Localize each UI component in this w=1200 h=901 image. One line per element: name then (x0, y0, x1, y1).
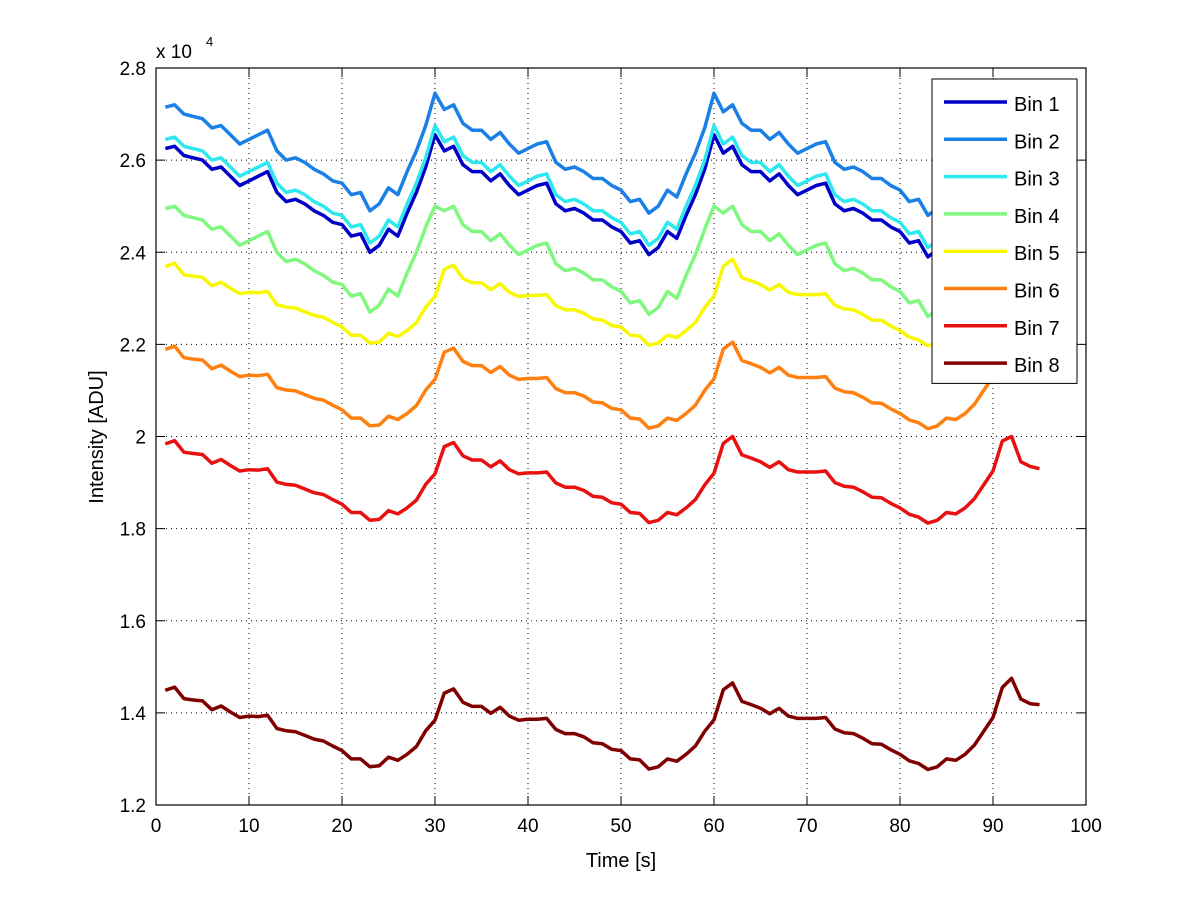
x-tick-label: 10 (238, 816, 259, 837)
y-multiplier-exponent: 4 (206, 34, 213, 49)
series-line-bin-8 (164, 676, 1040, 772)
legend-item: Bin 4 (944, 206, 1060, 228)
series-line-bin-5 (164, 252, 1040, 348)
legend-item: Bin 6 (944, 281, 1060, 303)
y-tick-label: 2.6 (120, 151, 146, 172)
legend-item: Bin 7 (944, 318, 1060, 340)
x-tick-label: 60 (703, 816, 724, 837)
y-tick-label: 1.4 (120, 704, 147, 725)
y-multiplier: x 10 (156, 42, 192, 63)
legend-label: Bin 8 (1014, 355, 1060, 377)
x-tick-label: 20 (331, 816, 352, 837)
legend-item: Bin 1 (944, 94, 1060, 116)
legend-label: Bin 7 (1014, 318, 1060, 340)
y-tick-label: 2.8 (120, 59, 146, 80)
legend-label: Bin 6 (1014, 281, 1060, 303)
y-tick-label: 2.4 (120, 243, 147, 264)
legend-item: Bin 2 (944, 131, 1060, 153)
legend-label: Bin 2 (1014, 131, 1060, 153)
axis-ticks: 0 10 20 30 40 50 60 70 80 90 100 1.2 1.4 1.6 1.8 2 2.2 2.… (120, 59, 1102, 837)
legend-item: Bin 8 (944, 355, 1060, 377)
legend: Bin 1 Bin 2 Bin 3 Bin 4 Bin 5 Bin 6 Bin 7 Bin 8 (931, 78, 1078, 384)
x-tick-label: 40 (517, 816, 538, 837)
x-tick-label: 80 (889, 816, 910, 837)
x-tick-label: 50 (610, 816, 631, 837)
y-tick-label: 2 (135, 428, 146, 449)
x-tick-label: 100 (1070, 816, 1102, 837)
y-tick-label: 2.2 (120, 335, 146, 356)
series-line-bin-4 (164, 195, 1040, 319)
grid (156, 68, 1086, 805)
y-tick-label: 1.8 (120, 520, 146, 541)
series-line-bin-3 (164, 123, 1040, 250)
series-line-bin-2 (164, 91, 1040, 218)
legend-box (931, 78, 1078, 384)
x-tick-label: 70 (796, 816, 817, 837)
series-line-bin-6 (164, 335, 1040, 431)
legend-item: Bin 3 (944, 169, 1060, 191)
x-tick-label: 90 (982, 816, 1003, 837)
legend-label: Bin 4 (1014, 206, 1060, 228)
series-line-bin-1 (164, 133, 1040, 259)
x-tick-label: 30 (424, 816, 445, 837)
series-line-bin-7 (164, 434, 1040, 525)
legend-label: Bin 3 (1014, 169, 1060, 191)
legend-label: Bin 5 (1014, 243, 1060, 265)
legend-label: Bin 1 (1014, 94, 1060, 116)
legend-item: Bin 5 (944, 243, 1060, 265)
x-tick-label: 0 (151, 816, 162, 837)
x-axis-label: Time [s] (586, 850, 656, 872)
y-tick-label: 1.6 (120, 612, 146, 633)
y-tick-label: 1.2 (120, 796, 146, 817)
series-lines (164, 91, 1040, 772)
y-axis-label: Intensity [ADU] (86, 370, 108, 503)
